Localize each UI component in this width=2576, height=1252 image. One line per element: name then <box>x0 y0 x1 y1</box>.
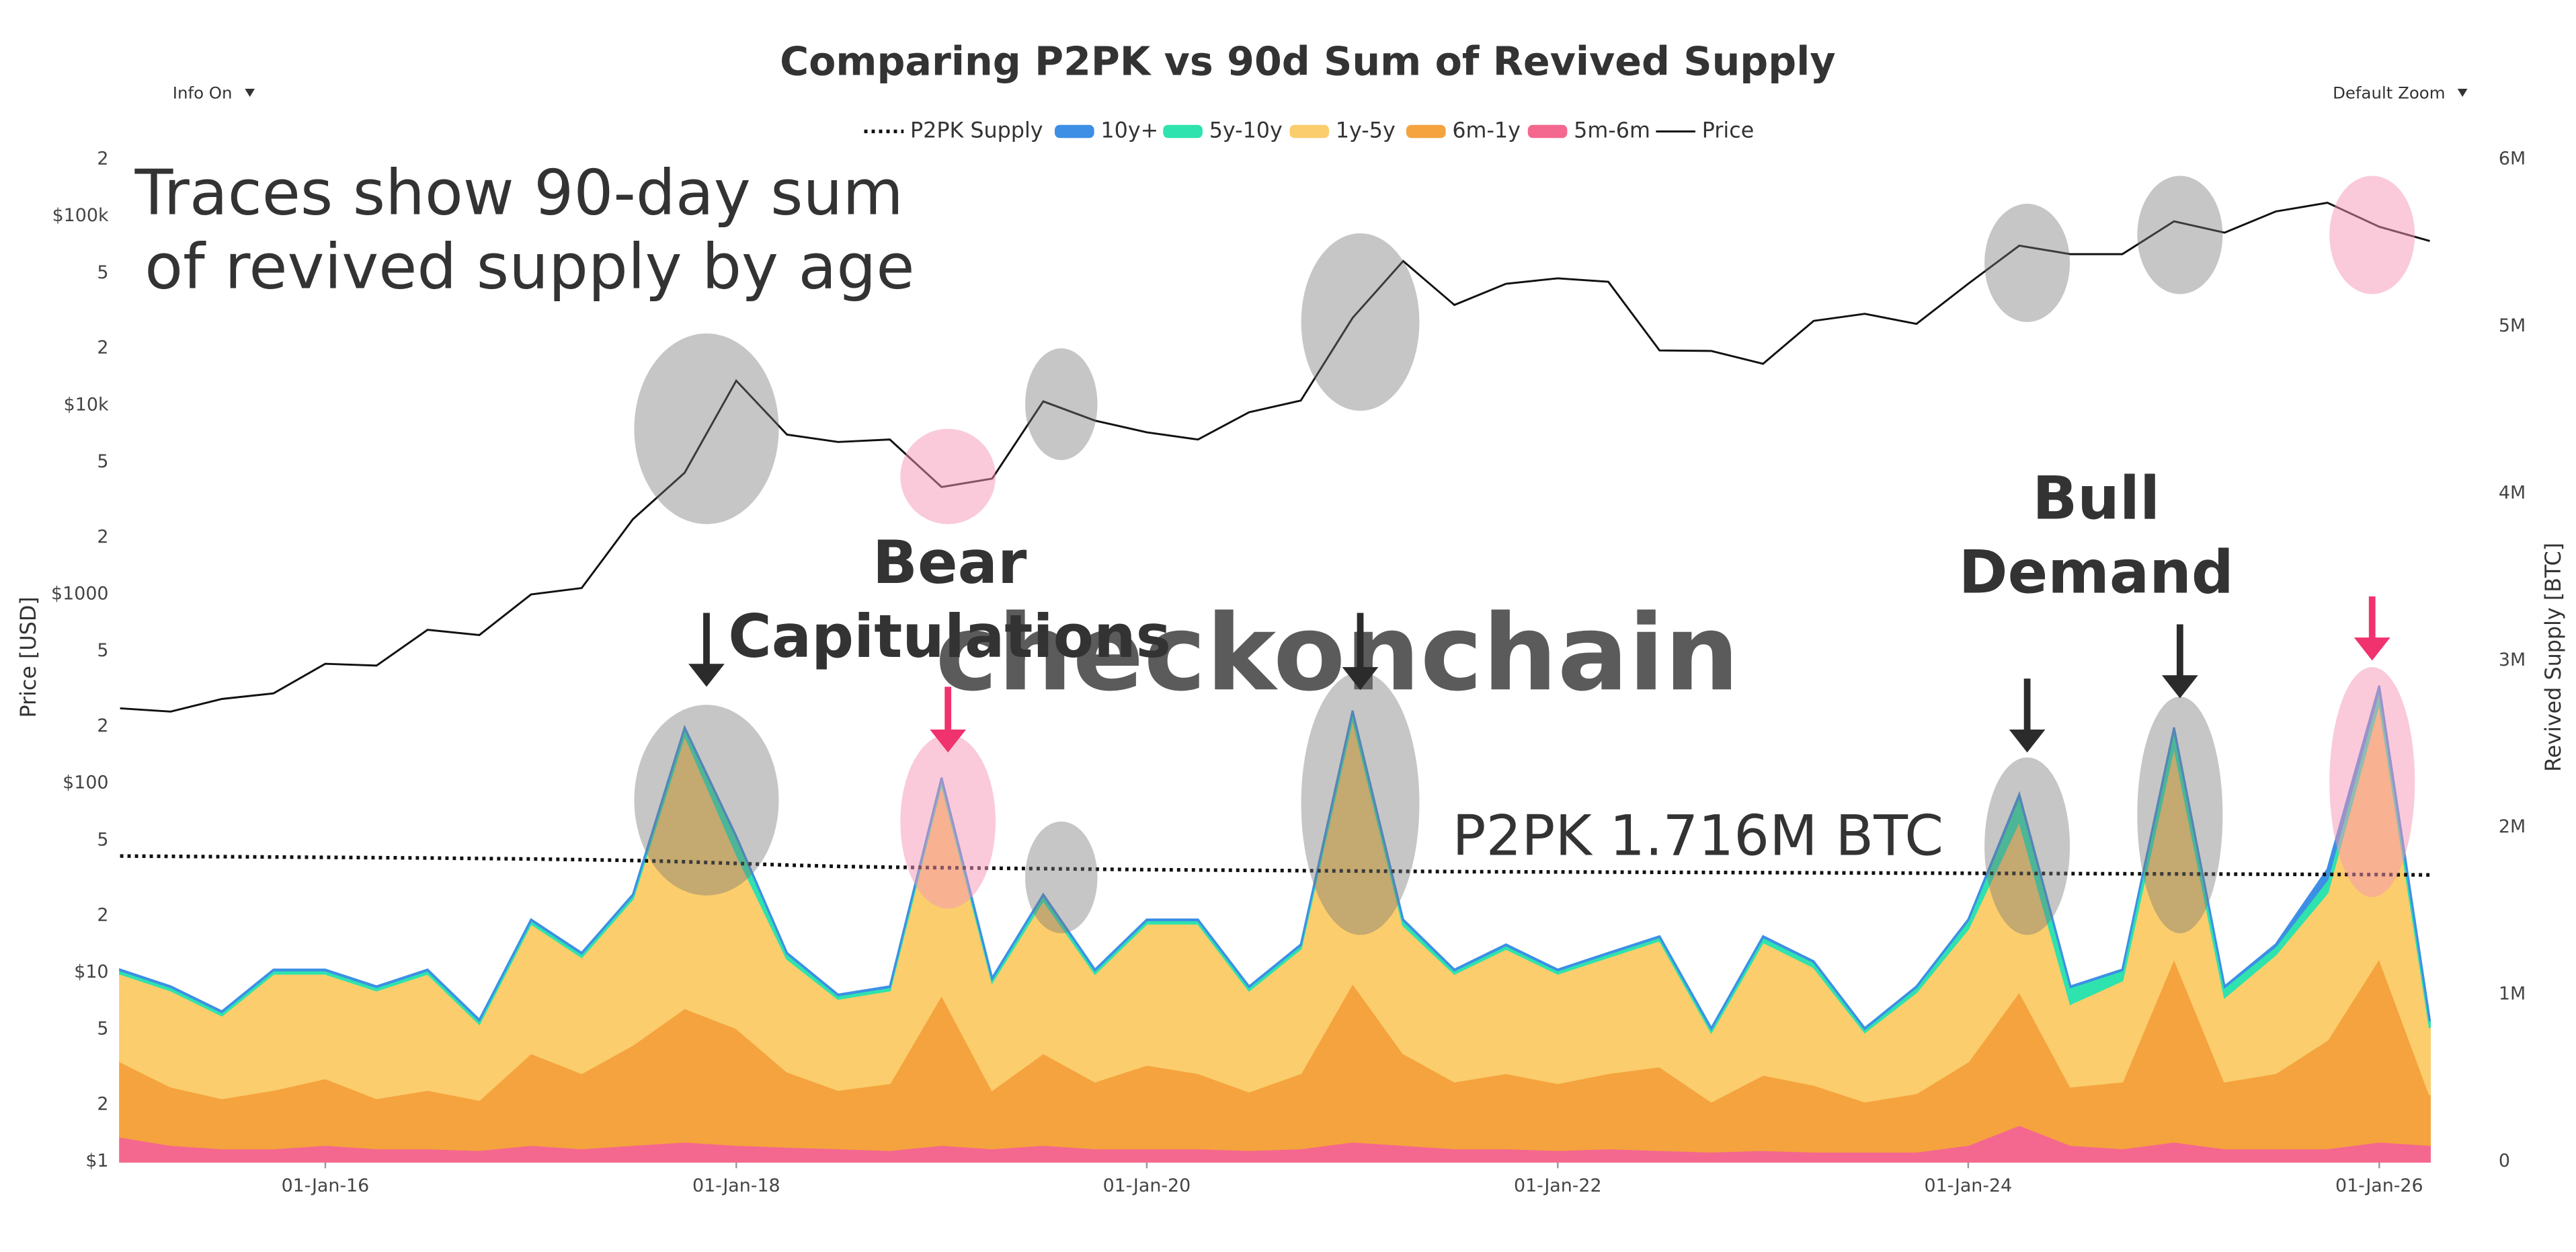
x-tick-label: 01-Jan-16 <box>282 1175 370 1196</box>
watermark: checkonchain <box>935 592 1739 714</box>
y2-tick-label: 2M <box>2499 816 2526 837</box>
y-tick-label: 5 <box>97 829 108 850</box>
legend-swatch <box>1163 124 1203 139</box>
y-tick-label: 5 <box>97 1019 108 1040</box>
x-tick-label: 01-Jan-22 <box>1514 1175 1602 1196</box>
line <box>120 854 2430 877</box>
x-tick-label: 01-Jan-24 <box>1925 1175 2013 1196</box>
y2-tick-label: 4M <box>2499 482 2526 503</box>
y-tick-label: 5 <box>97 640 108 661</box>
legend-label: Price <box>1702 118 1754 143</box>
highlight <box>634 705 779 896</box>
y2-tick-label: 1M <box>2499 984 2526 1005</box>
arrow-head <box>1342 667 1379 691</box>
legend-label: 10y+ <box>1100 118 1158 143</box>
x-tick-label: 01-Jan-18 <box>692 1175 780 1196</box>
highlight <box>1025 348 1098 461</box>
x-tick-label: 01-Jan-26 <box>2335 1175 2423 1196</box>
arrow-head <box>2009 729 2046 753</box>
y2-tick-label: 5M <box>2499 315 2526 336</box>
highlight <box>2329 667 2415 898</box>
annotation: Traces show 90-day sum <box>134 157 903 229</box>
arrow-head <box>2161 675 2198 699</box>
y-tick-label: 5 <box>97 451 108 472</box>
y-tick-label: 2 <box>97 338 108 358</box>
highlight <box>2137 697 2223 933</box>
highlight <box>2329 175 2415 295</box>
arrow-head <box>930 729 967 753</box>
annotation: Bear <box>873 528 1027 597</box>
y-tick-label: $1 <box>85 1150 108 1171</box>
info-toggle[interactable]: Info On <box>173 83 233 102</box>
y-axis-title: Price [USD] <box>17 596 41 717</box>
annotation: of revived supply by age <box>145 231 914 303</box>
plot-area <box>119 202 2431 1169</box>
annotation: Bull <box>2032 464 2160 533</box>
y2-tick-label: 6M <box>2499 149 2526 169</box>
legend-swatch <box>1406 124 1446 139</box>
legend-label: 5m-6m <box>1574 118 1650 143</box>
y2-axis-title: Revived Supply [BTC] <box>2542 543 2566 772</box>
area <box>119 685 2431 1031</box>
line <box>120 202 2430 713</box>
arrow-head <box>2353 637 2390 661</box>
annotation: Demand <box>1959 538 2234 607</box>
y-tick-label: $10k <box>64 394 109 415</box>
y-tick-label: $100k <box>52 205 109 226</box>
highlight <box>900 428 996 524</box>
x-tick-label: 01-Jan-20 <box>1103 1175 1191 1196</box>
annotation: P2PK 1.716M BTC <box>1452 804 1943 869</box>
highlight <box>2137 175 2223 295</box>
y-tick-label: 2 <box>97 715 108 736</box>
y2-tick-label: 0 <box>2499 1150 2510 1171</box>
y-tick-label: 5 <box>97 262 108 283</box>
highlight <box>1984 757 2070 935</box>
legend-label: 6m-1y <box>1452 118 1521 143</box>
y-tick-label: $10 <box>74 962 108 982</box>
highlight <box>1301 233 1420 411</box>
legend-label: 1y-5y <box>1336 118 1396 143</box>
highlight <box>1301 672 1420 935</box>
highlight <box>634 334 779 524</box>
y-tick-label: 2 <box>97 904 108 925</box>
dropdown-arrow[interactable] <box>245 88 255 97</box>
arrow-head <box>688 664 725 687</box>
legend-label: P2PK Supply <box>910 118 1043 143</box>
y-tick-label: $1000 <box>51 584 108 604</box>
annotation: Capitulations <box>728 602 1171 671</box>
legend-swatch <box>1289 124 1330 139</box>
y-tick-label: $100 <box>63 773 108 793</box>
y-tick-label: 2 <box>97 526 108 547</box>
chart-title: Comparing P2PK vs 90d Sum of Revived Sup… <box>780 38 1835 84</box>
highlight <box>1984 204 2070 322</box>
highlight <box>1025 821 1098 933</box>
y-tick-label: 2 <box>97 1093 108 1114</box>
legend-label: 5y-10y <box>1209 118 1283 143</box>
y-tick-label: 2 <box>97 149 108 169</box>
zoom-menu[interactable]: Default Zoom <box>2333 83 2445 102</box>
highlight <box>900 734 996 909</box>
dropdown-arrow[interactable] <box>2457 88 2468 97</box>
y2-tick-label: 3M <box>2499 650 2526 670</box>
legend-swatch <box>1055 124 1094 139</box>
legend-swatch <box>1527 124 1568 139</box>
